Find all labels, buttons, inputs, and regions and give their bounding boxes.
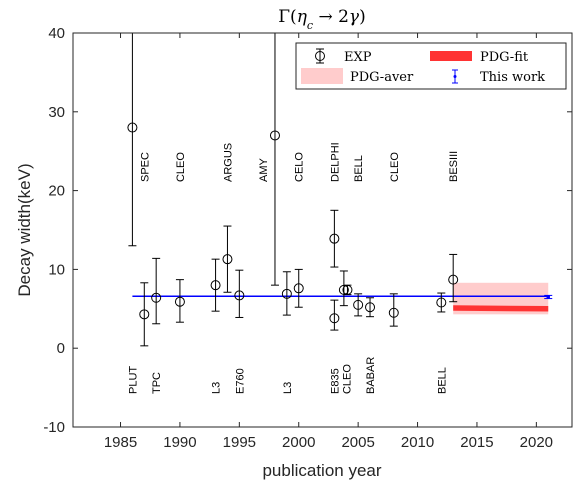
exp-point bbox=[139, 282, 150, 347]
experiment-label-bottom: TPC bbox=[151, 372, 163, 394]
pdg-fit-band-group bbox=[453, 305, 549, 312]
legend-this-work-label: This work bbox=[480, 70, 545, 85]
legend-pdg-fit-label: PDG-fit bbox=[480, 50, 529, 65]
exp-point bbox=[388, 293, 399, 327]
exp-marker bbox=[281, 288, 292, 299]
exp-point bbox=[436, 292, 447, 313]
y-tick-label: 30 bbox=[48, 104, 65, 121]
legend-this-work-marker bbox=[452, 69, 458, 84]
exp-point bbox=[342, 284, 353, 296]
experiment-label-bottom: E760 bbox=[234, 368, 246, 394]
experiment-label-top: DELPHI bbox=[329, 142, 341, 182]
exp-marker bbox=[448, 274, 459, 285]
y-axis-label: Decay width(keV) bbox=[15, 163, 34, 296]
experiment-label-bottom: BELL bbox=[436, 367, 448, 394]
experiment-label-top: ARGUS bbox=[222, 143, 234, 182]
exp-marker bbox=[436, 297, 447, 308]
exp-marker bbox=[139, 309, 150, 320]
legend-pdg-aver-label: PDG-aver bbox=[350, 70, 414, 85]
x-tick-label: 2015 bbox=[460, 434, 493, 451]
experiment-label-bottom: L3 bbox=[211, 382, 223, 394]
exp-marker bbox=[329, 233, 340, 244]
experiment-label-bottom: L3 bbox=[282, 382, 294, 394]
exp-marker bbox=[342, 284, 353, 295]
x-axis-label: publication year bbox=[262, 461, 381, 480]
exp-point bbox=[353, 293, 364, 317]
chart-title: Γ(ηc → 2γ) bbox=[278, 7, 365, 32]
exp-marker bbox=[127, 122, 138, 133]
experiment-label-top: CLEO bbox=[175, 152, 187, 182]
exp-point bbox=[222, 225, 233, 293]
x-tick-label: 2020 bbox=[520, 434, 553, 451]
experiment-labels-group: SPEC CLEO ARGUS AMY CELO DELPHI BELL CLEO BESIII… bbox=[127, 142, 460, 394]
exp-marker bbox=[293, 283, 304, 294]
legend-pdg-fit-swatch bbox=[430, 51, 472, 61]
legend: EXP PDG-fit PDG-aver This work bbox=[295, 42, 567, 90]
x-tick-label: 2000 bbox=[282, 434, 315, 451]
legend-exp-label: EXP bbox=[344, 50, 372, 65]
exp-marker bbox=[329, 313, 340, 324]
exp-point bbox=[365, 297, 376, 318]
exp-point bbox=[293, 268, 304, 308]
exp-point bbox=[210, 258, 221, 312]
exp-point bbox=[151, 257, 162, 325]
experiment-label-bottom: PLUT bbox=[127, 366, 139, 394]
x-tick-label: 1990 bbox=[163, 434, 196, 451]
experiment-label-top: BELL bbox=[353, 155, 365, 182]
exp-marker bbox=[269, 130, 280, 141]
exp-point bbox=[234, 269, 245, 318]
exp-point bbox=[174, 279, 185, 323]
plot-background bbox=[73, 33, 572, 427]
x-tick-label: 1995 bbox=[223, 434, 256, 451]
experiment-label-bottom: BABAR bbox=[365, 357, 377, 394]
x-tick-label: 2010 bbox=[401, 434, 434, 451]
exp-point bbox=[281, 271, 292, 316]
y-tick-label: 20 bbox=[48, 183, 65, 200]
y-tick-label: 0 bbox=[57, 340, 65, 357]
exp-point bbox=[269, 33, 280, 286]
exp-point bbox=[127, 33, 138, 247]
exp-marker bbox=[151, 292, 162, 303]
experiment-label-top: CELO bbox=[294, 152, 306, 182]
exp-point bbox=[448, 253, 459, 303]
legend-exp-marker bbox=[315, 48, 325, 64]
experiment-label-top: AMY bbox=[258, 158, 270, 183]
exp-marker bbox=[353, 299, 364, 310]
exp-points-group bbox=[127, 33, 459, 347]
x-tick-label: 1985 bbox=[104, 434, 137, 451]
experiment-label-bottom: CLEO bbox=[341, 364, 353, 394]
experiment-label-top: CLEO bbox=[389, 152, 401, 182]
experiment-label-bottom: E835 bbox=[329, 368, 341, 394]
exp-marker bbox=[234, 290, 245, 301]
plot-frame bbox=[72, 32, 573, 428]
exp-marker bbox=[388, 307, 399, 318]
exp-marker bbox=[210, 280, 221, 291]
this-work-line-group bbox=[132, 294, 553, 300]
y-tick-label: 10 bbox=[48, 261, 65, 278]
legend-pdg-aver-swatch bbox=[301, 68, 343, 84]
axes-group: 1985 1990 1995 2000 2005 2010 2015 2020 -10 0 10 20… bbox=[43, 25, 572, 451]
y-tick-label: -10 bbox=[43, 419, 65, 436]
exp-marker bbox=[174, 296, 185, 307]
exp-marker bbox=[222, 254, 233, 265]
x-tick-label: 2005 bbox=[341, 434, 374, 451]
experiment-label-top: SPEC bbox=[139, 152, 151, 182]
y-tick-label: 40 bbox=[48, 25, 65, 42]
exp-point bbox=[329, 299, 340, 331]
pdg-fit-band bbox=[453, 305, 549, 312]
experiment-label-top: BESIII bbox=[448, 151, 460, 182]
exp-marker bbox=[365, 302, 376, 313]
this-work-point bbox=[546, 295, 551, 299]
exp-point bbox=[329, 209, 340, 268]
